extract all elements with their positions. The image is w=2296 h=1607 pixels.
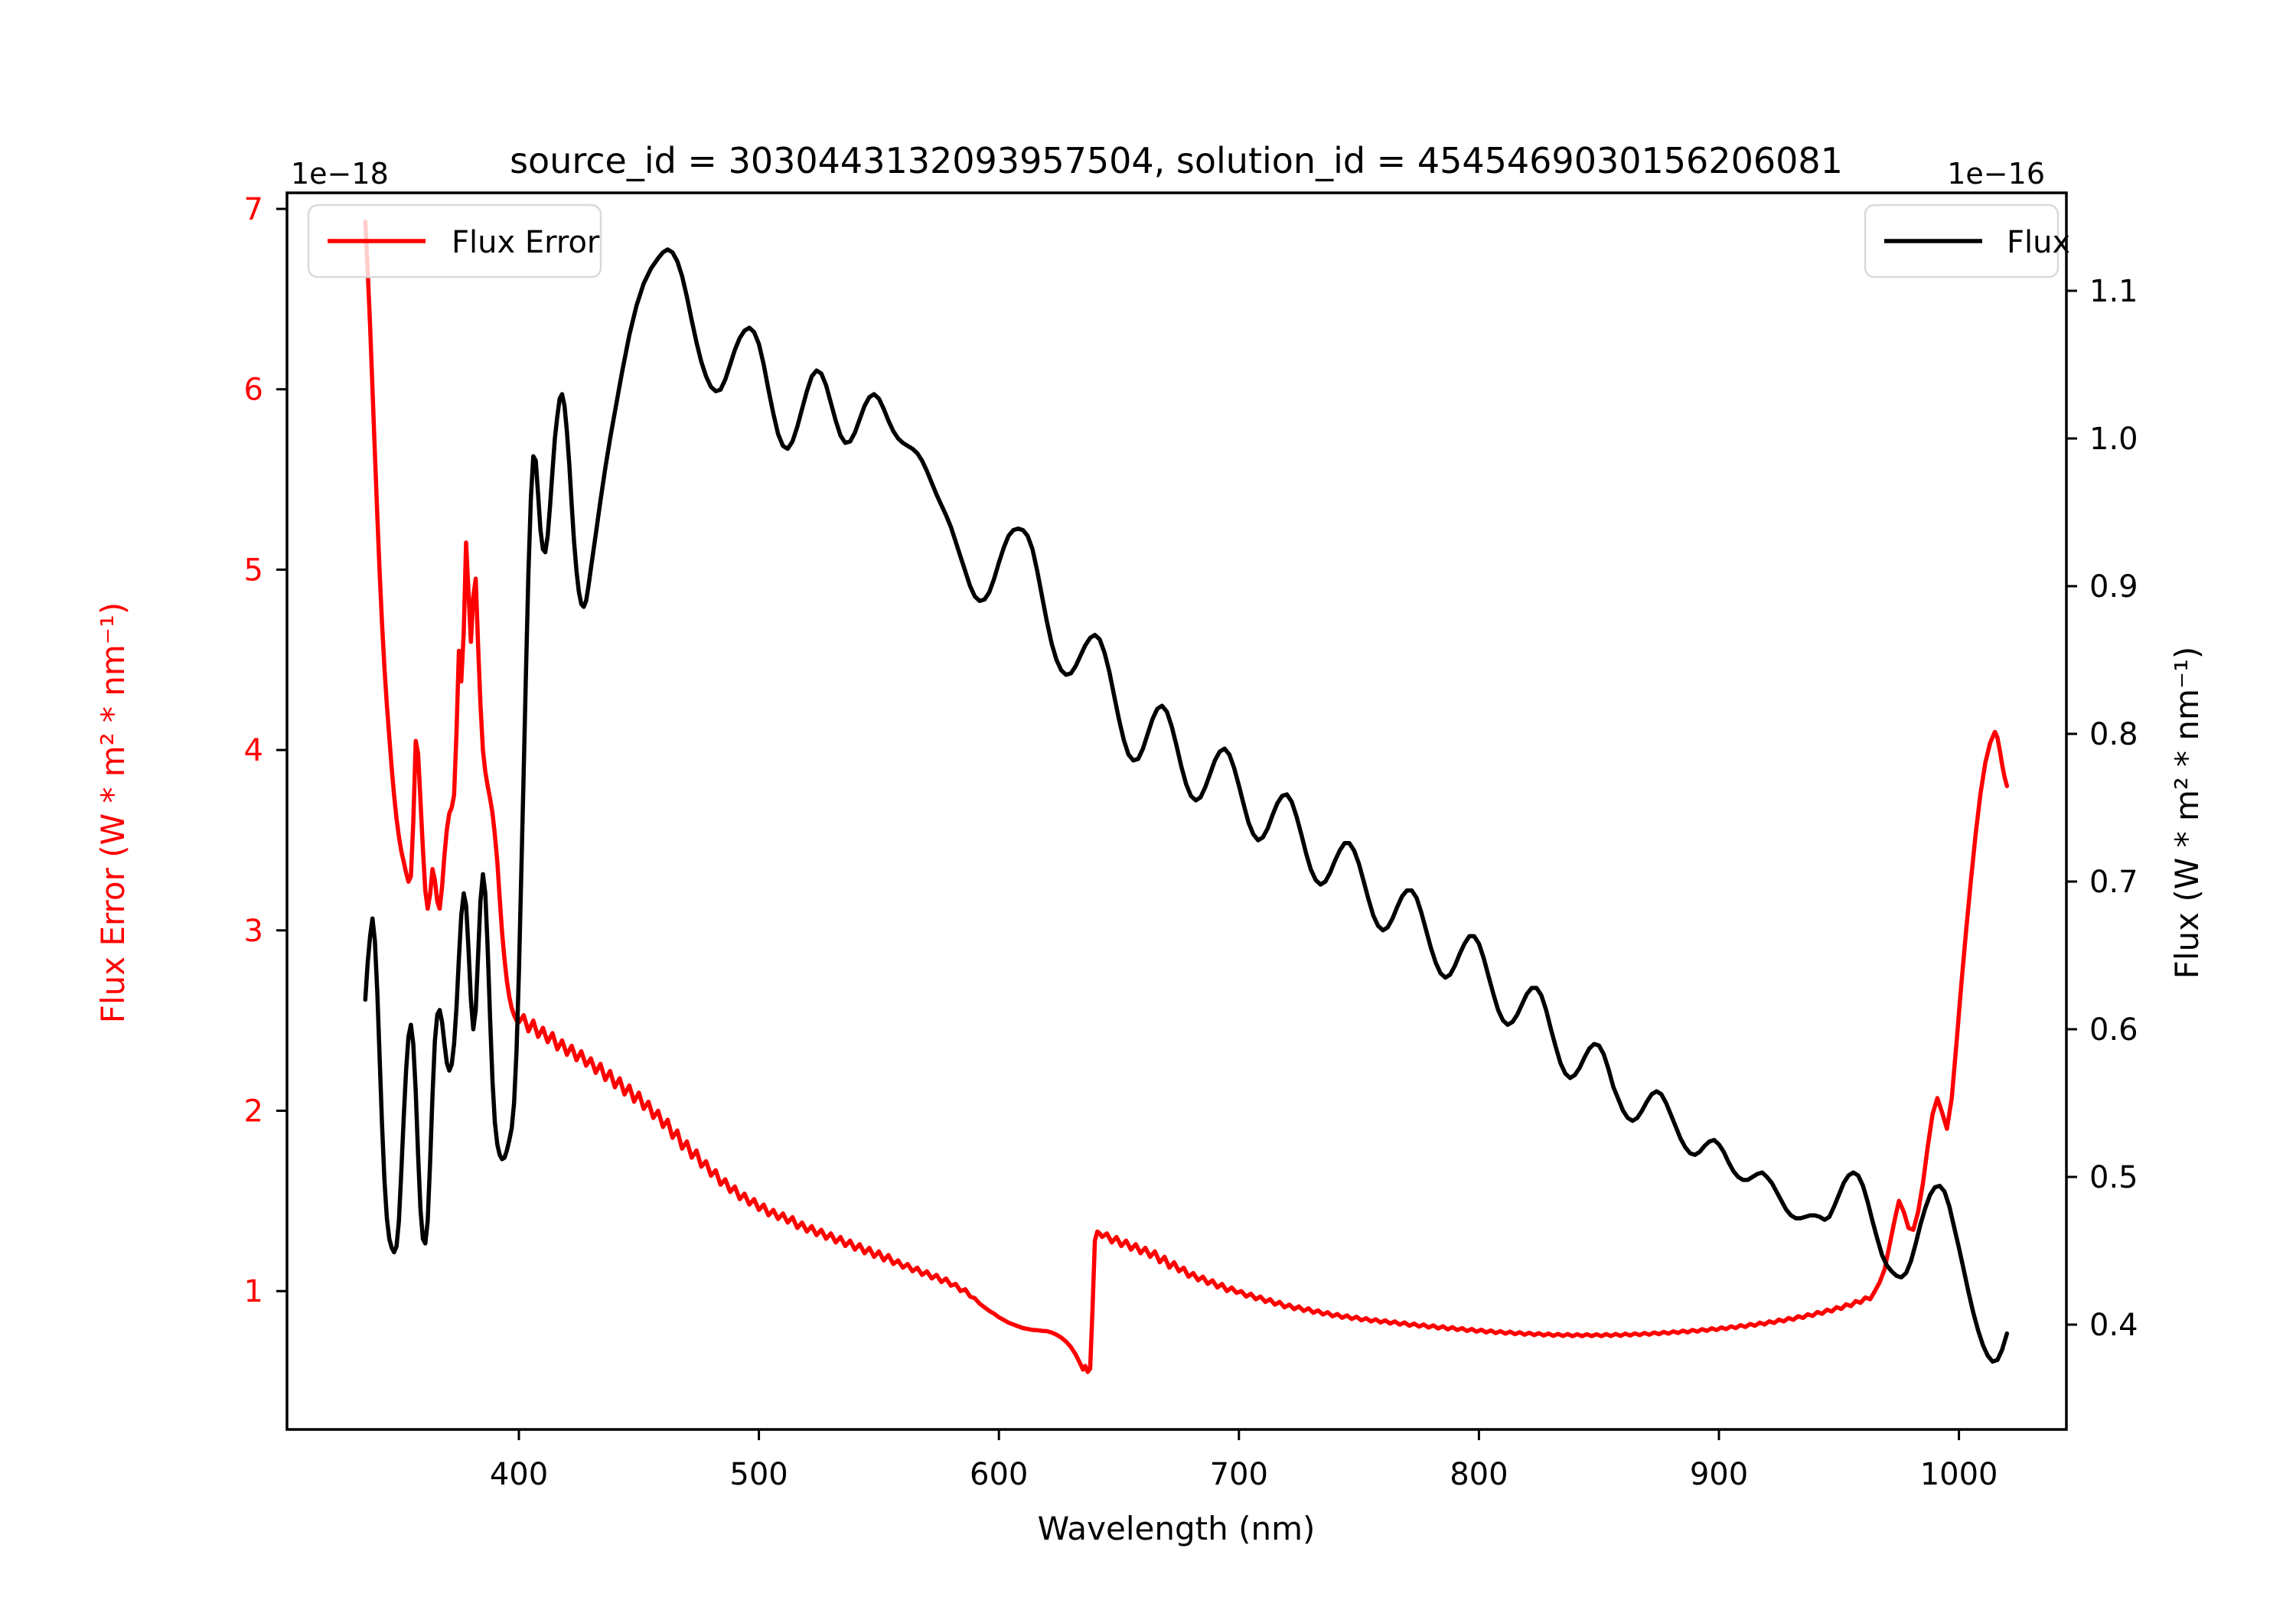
x-tick-label: 400	[490, 1457, 548, 1492]
right-y-tick-label: 0.7	[2089, 865, 2138, 900]
left-y-tick-label: 4	[244, 733, 263, 768]
left-y-tick-label: 3	[244, 914, 263, 949]
flux-line	[363, 247, 2010, 1364]
legend-flux: Flux	[1864, 204, 2070, 279]
left-axis-offset-text: 1e−18	[291, 157, 389, 191]
axis-ticks: 400 500 600 700 800 900 1000 7 6 5 4 3 2 1 1.1 1.0 0.9 0.…	[244, 192, 2138, 1492]
legend-flux-error: Flux Error	[307, 204, 602, 279]
right-y-tick-label: 0.6	[2089, 1012, 2138, 1048]
x-axis-label: Wavelength (nm)	[1038, 1510, 1316, 1547]
left-y-tick-label: 5	[244, 553, 263, 588]
right-y-tick-label: 0.9	[2089, 569, 2138, 605]
legend-flux-label: Flux	[2007, 225, 2070, 260]
flux-error-line	[363, 219, 2010, 1374]
x-tick-label: 600	[970, 1457, 1028, 1492]
left-y-tick-label: 6	[244, 373, 263, 408]
x-tick-label: 500	[729, 1457, 788, 1492]
x-tick-label: 900	[1690, 1457, 1748, 1492]
left-y-tick-label: 1	[244, 1274, 263, 1309]
right-y-tick-label: 0.4	[2089, 1308, 2138, 1343]
legend-flux-error-box	[307, 204, 602, 279]
right-y-axis-label: Flux (W * m² * nm⁻¹)	[2168, 647, 2206, 980]
right-y-tick-label: 1.0	[2089, 422, 2138, 457]
right-y-tick-label: 0.8	[2089, 717, 2138, 752]
x-tick-label: 700	[1210, 1457, 1268, 1492]
legend-flux-error-label: Flux Error	[452, 225, 600, 260]
x-tick-label: 800	[1450, 1457, 1508, 1492]
plot-frame	[285, 191, 2068, 1431]
chart-title: source_id = 3030443132093957504, solutio…	[510, 140, 1843, 181]
x-tick-label: 1000	[1920, 1457, 1998, 1492]
left-y-tick-label: 2	[244, 1094, 263, 1129]
right-y-tick-label: 1.1	[2089, 274, 2138, 309]
left-y-tick-label: 7	[244, 192, 263, 227]
right-y-tick-label: 0.5	[2089, 1160, 2138, 1195]
left-y-axis-label: Flux Error (W * m² * nm⁻¹)	[94, 602, 132, 1023]
right-axis-offset-text: 1e−16	[1947, 157, 2045, 191]
